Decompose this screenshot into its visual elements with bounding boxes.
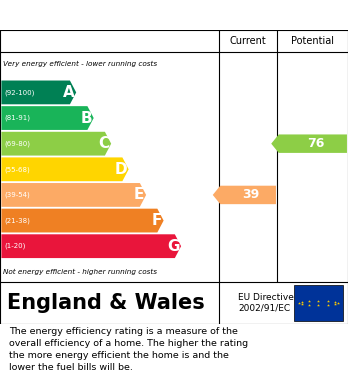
Text: (69-80): (69-80) [4,140,30,147]
Polygon shape [1,209,164,233]
Text: (39-54): (39-54) [4,192,30,198]
Polygon shape [1,158,129,181]
FancyBboxPatch shape [294,285,343,321]
Polygon shape [271,135,347,153]
Text: G: G [167,239,179,254]
Text: E: E [134,187,144,203]
Polygon shape [213,186,276,204]
Polygon shape [1,106,94,130]
Polygon shape [1,234,181,258]
Text: (55-68): (55-68) [4,166,30,172]
Text: England & Wales: England & Wales [7,293,205,313]
Text: Current: Current [229,36,266,46]
Text: Energy Efficiency Rating: Energy Efficiency Rating [9,7,230,23]
Text: The energy efficiency rating is a measure of the
overall efficiency of a home. T: The energy efficiency rating is a measur… [9,327,248,372]
Text: Potential: Potential [291,36,334,46]
Polygon shape [1,183,146,207]
Text: (81-91): (81-91) [4,115,30,121]
Text: Very energy efficient - lower running costs: Very energy efficient - lower running co… [3,61,158,67]
Text: B: B [80,111,92,126]
Text: EU Directive
2002/91/EC: EU Directive 2002/91/EC [238,293,294,313]
Text: Not energy efficient - higher running costs: Not energy efficient - higher running co… [3,269,158,275]
Polygon shape [1,81,76,104]
Text: 39: 39 [243,188,260,201]
Text: C: C [98,136,109,151]
Text: F: F [151,213,162,228]
Text: (1-20): (1-20) [4,243,25,249]
Polygon shape [1,132,111,156]
Text: A: A [63,85,74,100]
Text: (21-38): (21-38) [4,217,30,224]
Text: 76: 76 [307,137,325,150]
Text: D: D [114,162,127,177]
Text: (92-100): (92-100) [4,89,34,96]
